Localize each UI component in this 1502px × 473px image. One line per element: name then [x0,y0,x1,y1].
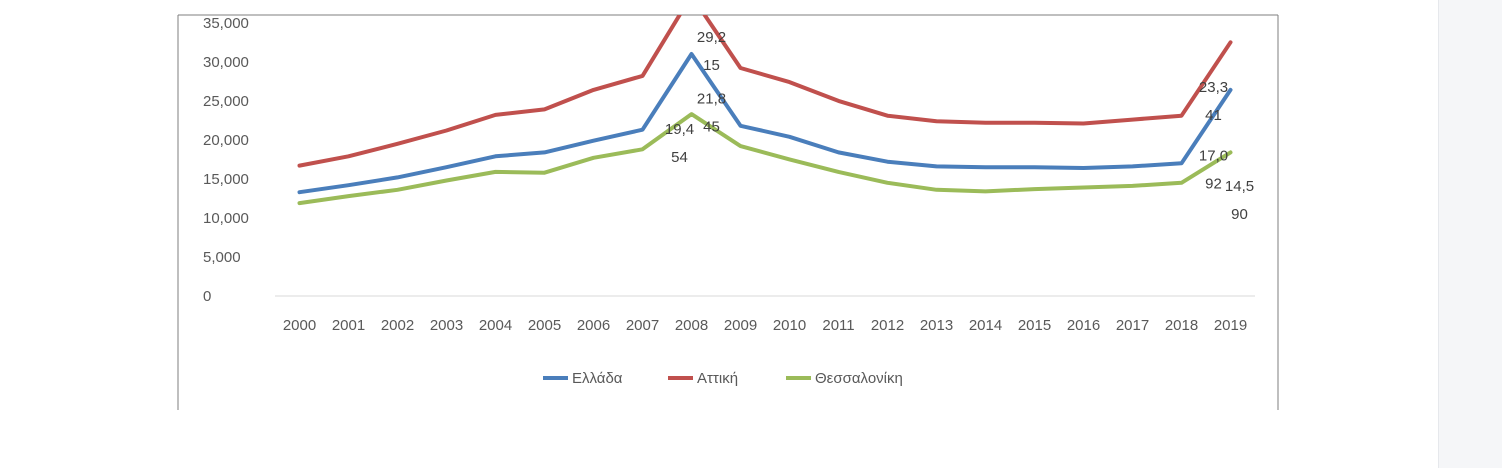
y-axis-ticks: 0 5,000 10,000 15,000 20,000 25,000 30,000 35,0… [203,15,249,305]
x-tick-label: 2015 [1018,317,1051,334]
x-tick-label: 2010 [773,317,806,334]
x-tick-label: 2005 [528,317,561,334]
series-line [297,15,1233,168]
x-tick-label: 2019 [1214,317,1247,334]
data-label: 14,5 90 [1225,178,1254,223]
legend-label: Ελλάδα [572,370,623,387]
x-tick-label: 2011 [822,317,854,334]
series-line [297,52,1233,195]
x-tick-label: 2006 [577,317,610,334]
x-tick-label: 2000 [283,317,316,334]
x-tick-label: 2013 [920,317,953,334]
y-tick-label: 5,000 [203,249,241,266]
x-tick-label: 2001 [332,317,365,334]
x-tick-label: 2004 [479,317,512,334]
x-tick-label: 2012 [871,317,904,334]
legend-label: Αττική [697,370,738,387]
x-axis-ticks: 2000 2001 2002 2003 2004 2005 2006 2007 2008 2009… [283,317,1247,334]
data-label: 19,4 54 [665,121,694,166]
chart-frame: 0 5,000 10,000 15,000 20,000 25,000 30,000 35,0… [177,14,1279,410]
line-chart: 0 5,000 10,000 15,000 20,000 25,000 30,000 35,0… [177,14,1279,410]
data-label: 21,8 45 [697,90,726,135]
y-tick-label: 0 [203,288,211,305]
legend-label: Θεσσαλονίκη [815,370,903,387]
y-tick-label: 15,000 [203,171,249,188]
x-tick-label: 2009 [724,317,757,334]
x-tick-label: 2002 [381,317,414,334]
x-tick-label: 2016 [1067,317,1100,334]
series-lines [297,15,1233,206]
y-tick-label: 35,000 [203,15,249,32]
y-tick-label: 20,000 [203,132,249,149]
data-label: 17,0 92 [1199,148,1228,193]
series-line [297,112,1233,206]
x-tick-label: 2003 [430,317,463,334]
x-tick-label: 2017 [1116,317,1149,334]
x-tick-label: 2018 [1165,317,1198,334]
side-panel [1438,0,1502,468]
y-tick-label: 25,000 [203,93,249,110]
x-tick-label: 2014 [969,317,1002,334]
legend: Ελλάδα Αττική Θεσσαλονίκη [543,370,903,387]
y-tick-label: 10,000 [203,210,249,227]
data-label: 29,2 15 [697,29,726,74]
y-tick-label: 30,000 [203,54,249,71]
data-label: 23,3 41 [1199,79,1228,124]
x-tick-label: 2007 [626,317,659,334]
x-tick-label: 2008 [675,317,708,334]
